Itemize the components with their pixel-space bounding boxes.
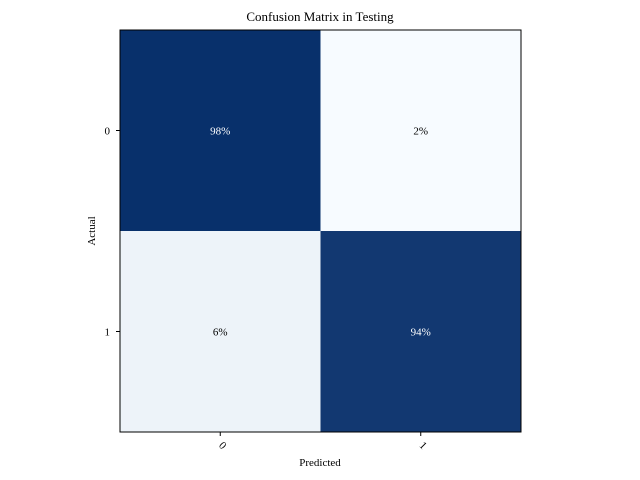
x-tick-label-0: 0: [216, 440, 229, 453]
cell-label-r0-c0: 98%: [210, 126, 230, 138]
heatmap-cells: [120, 30, 521, 432]
x-tick-label-1: 1: [417, 440, 429, 452]
y-axis-ticks: 01: [105, 126, 120, 339]
cell-label-r1-c0: 6%: [213, 327, 228, 339]
heatmap-cell-r0-c0: [120, 30, 321, 231]
x-axis-label: Predicted: [299, 457, 341, 469]
cell-label-r1-c1: 94%: [411, 327, 431, 339]
y-tick-label-1: 1: [105, 327, 111, 339]
heatmap-cell-labels: 98% 2% 6% 94%: [210, 126, 431, 339]
y-tick-label-0: 0: [105, 126, 111, 138]
plot-frame: [119, 29, 522, 433]
chart-title: Confusion Matrix in Testing: [246, 9, 394, 24]
heatmap-cell-r0-c1: [320, 30, 521, 231]
cell-label-r0-c1: 2%: [413, 126, 428, 138]
heatmap-cell-r1-c1: [320, 231, 521, 432]
heatmap-cell-r1-c0: [120, 231, 321, 432]
y-axis-label: Actual: [86, 216, 98, 245]
